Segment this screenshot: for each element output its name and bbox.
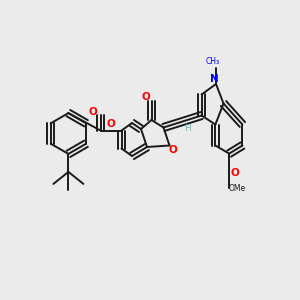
Text: H: H xyxy=(184,124,191,133)
Text: O: O xyxy=(88,107,98,117)
Text: O: O xyxy=(142,92,151,103)
Text: O: O xyxy=(106,119,115,129)
Text: O: O xyxy=(230,167,239,178)
Text: O: O xyxy=(169,145,178,155)
Text: OMe: OMe xyxy=(228,184,245,193)
Text: N: N xyxy=(210,74,219,85)
Text: CH₃: CH₃ xyxy=(205,57,220,66)
